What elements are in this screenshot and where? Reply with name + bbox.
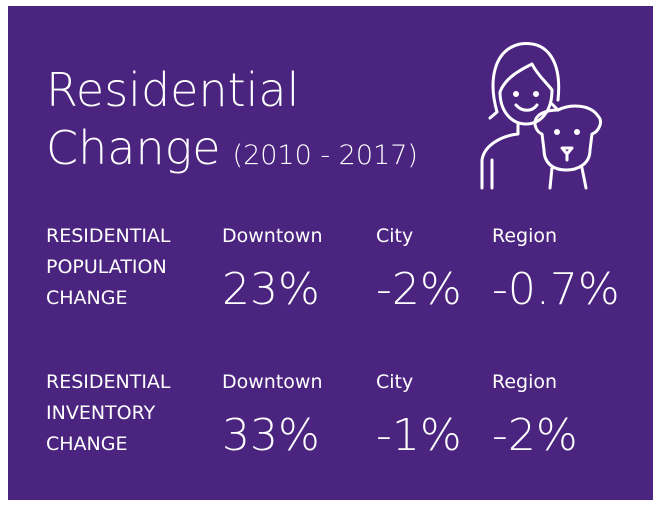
- value: -2%: [376, 264, 462, 315]
- rows: RESIDENTIAL POPULATION CHANGE Downtown 23% Ci…: [46, 225, 620, 461]
- title-line2-text: Change: [46, 121, 221, 175]
- eye: [513, 91, 519, 97]
- dog-body: [548, 166, 588, 190]
- row-label: CHANGE: [46, 433, 128, 455]
- title-line1: Residential: [46, 63, 299, 117]
- dog-eye: [574, 129, 580, 135]
- hair: [491, 42, 561, 114]
- row-label: RESIDENTIAL: [46, 371, 171, 393]
- title-line2: Change (2010 - 2017): [46, 121, 418, 175]
- value: 33%: [222, 410, 320, 461]
- column-name: City: [376, 225, 413, 247]
- dog-nose: [560, 146, 574, 162]
- column-name: Region: [492, 225, 557, 247]
- value: -2%: [492, 410, 578, 461]
- column-name: City: [376, 371, 413, 393]
- column-name: Downtown: [222, 225, 323, 247]
- face: [498, 62, 554, 126]
- body-left: [480, 122, 520, 190]
- eye: [533, 91, 539, 97]
- value: -1%: [376, 410, 462, 461]
- dog-head: [533, 104, 602, 172]
- row-label: INVENTORY: [46, 402, 156, 424]
- row-label: CHANGE: [46, 287, 128, 309]
- dog-eye: [554, 129, 560, 135]
- column-name: Region: [492, 371, 557, 393]
- row-label: POPULATION: [46, 256, 167, 278]
- person-dog-icon: [480, 42, 602, 190]
- value: -0.7%: [492, 264, 620, 315]
- subtitle: (2010 - 2017): [233, 140, 418, 171]
- column-name: Downtown: [222, 371, 323, 393]
- panel: [8, 6, 653, 500]
- value: 23%: [222, 264, 320, 315]
- row-label: RESIDENTIAL: [46, 225, 171, 247]
- smile: [514, 103, 539, 112]
